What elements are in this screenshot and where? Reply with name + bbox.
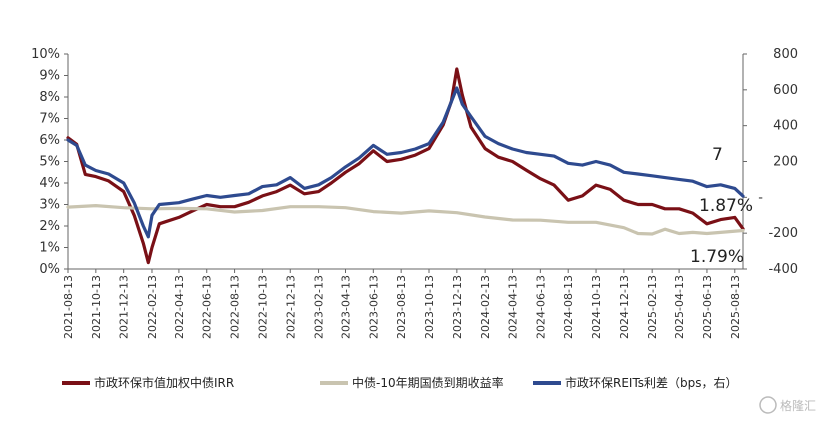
y-right-tick-label: -400 [768, 262, 798, 277]
x-tick-label: 2022-08-13 [229, 275, 242, 339]
annotations: 7 1.87% 1.79% [690, 145, 753, 267]
annotation-label: 1.87% [699, 196, 753, 216]
x-tick-label: 2023-02-13 [313, 275, 326, 339]
y-left-tick-label: 6% [39, 133, 60, 148]
legend: 市政环保市值加权中债IRR 中债-10年期国债到期收益率 市政环保REITs利差（b… [62, 375, 738, 390]
x-tick-label: 2021-12-13 [118, 275, 131, 339]
y-left-tick-label: 2% [39, 219, 60, 234]
series-line-2 [66, 204, 745, 236]
y-left-tick-label: 0% [39, 262, 60, 277]
y-left-tick-label: 7% [39, 112, 60, 127]
y-right-tick-label: 800 [773, 47, 798, 62]
series-group [66, 67, 745, 265]
y-right-tick-label: 200 [773, 155, 798, 170]
x-tick-label: 2024-04-13 [507, 275, 520, 339]
x-tick-label: 2024-12-13 [618, 275, 631, 339]
x-tick-label: 2024-06-13 [534, 275, 547, 339]
x-tick-label: 2022-06-13 [201, 275, 214, 339]
x-tick-label: 2023-04-13 [339, 275, 352, 339]
y-left-tick-label: 5% [39, 155, 60, 170]
x-tick-label: 2021-10-13 [90, 275, 103, 339]
y-right-tick-label: - [758, 190, 763, 205]
x-tick-label: 2023-10-13 [423, 275, 436, 339]
y-left-tick-label: 8% [39, 90, 60, 105]
x-tick-label: 2023-06-13 [367, 275, 380, 339]
annotation-label: 1.79% [690, 247, 744, 267]
x-tick-label: 2022-12-13 [284, 275, 297, 339]
x-tick-label: 2023-08-13 [395, 275, 408, 339]
x-tick-label: 2021-08-13 [62, 275, 75, 339]
legend-label: 市政环保REITs利差（bps，右） [565, 375, 738, 390]
x-tick-label: 2024-10-13 [590, 275, 603, 339]
x-tick-label: 2025-02-13 [646, 275, 659, 339]
y-left-tick-label: 4% [39, 176, 60, 191]
y-right-tick-label: -200 [768, 226, 798, 241]
x-tick-label: 2025-06-13 [701, 275, 714, 339]
y-left-tick-label: 10% [31, 47, 60, 62]
x-tick-label: 2025-08-13 [729, 275, 742, 339]
watermark-logo-icon [759, 396, 777, 414]
series-line-1 [66, 67, 745, 265]
x-tick-label: 2025-04-13 [673, 275, 686, 339]
y-right-tick-label: 400 [773, 119, 798, 134]
watermark: 格隆汇 [759, 396, 816, 414]
axes: 0%1%2%3%4%5%6%7%8%9%10%-400-200-20040060… [31, 47, 798, 339]
y-left-tick-label: 9% [39, 69, 60, 84]
x-tick-label: 2022-04-13 [173, 275, 186, 339]
y-left-tick-label: 1% [39, 241, 60, 256]
y-left-tick-label: 3% [39, 198, 60, 213]
x-tick-label: 2024-02-13 [479, 275, 492, 339]
x-tick-label: 2023-12-13 [451, 275, 464, 339]
x-tick-label: 2024-08-13 [562, 275, 575, 339]
legend-label: 中债-10年期国债到期收益率 [352, 375, 504, 390]
x-tick-label: 2022-10-13 [256, 275, 269, 339]
legend-label: 市政环保市值加权中债IRR [94, 375, 234, 390]
annotation-label: 7 [712, 145, 723, 165]
x-tick-label: 2022-02-13 [146, 275, 159, 339]
watermark-text: 格隆汇 [780, 398, 816, 413]
series-line-3 [66, 86, 745, 239]
y-right-tick-label: 600 [773, 83, 798, 98]
